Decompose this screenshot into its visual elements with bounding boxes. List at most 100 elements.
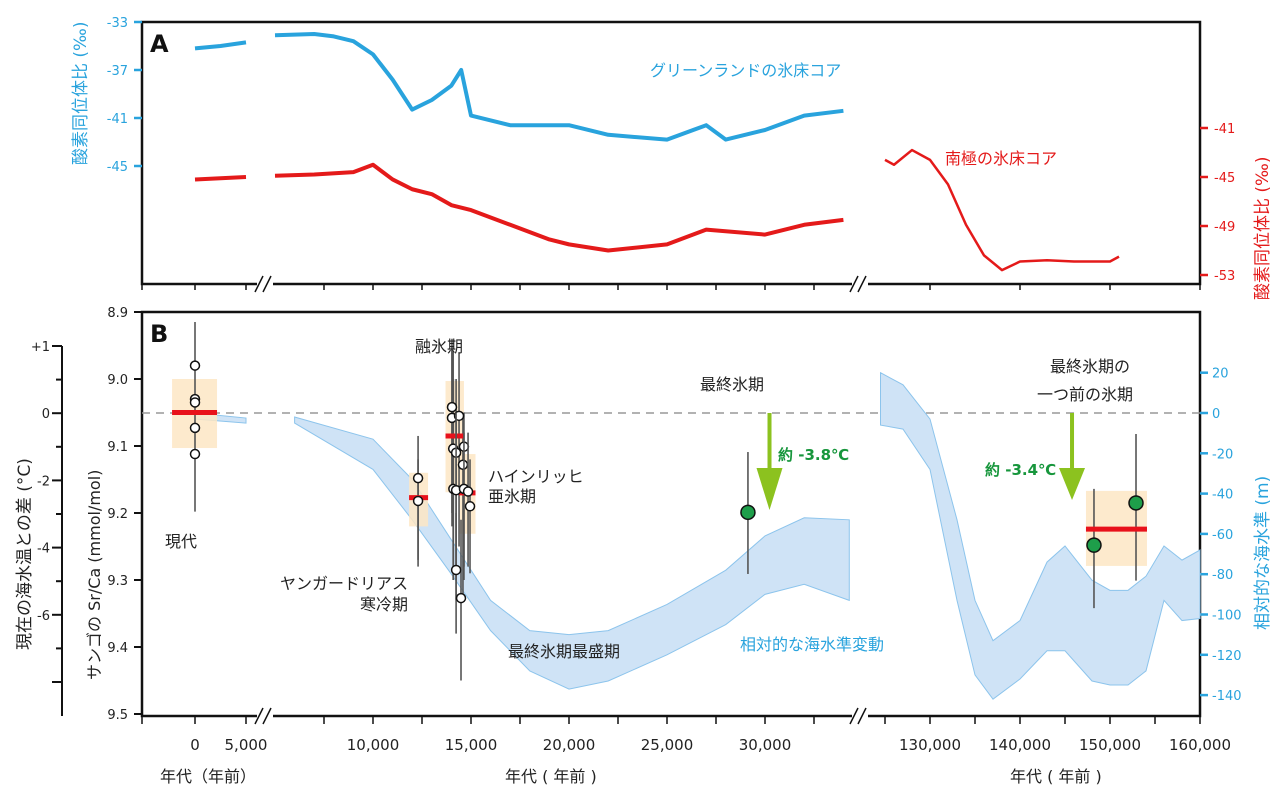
lgm-label: 最終氷期最盛期 (508, 642, 620, 661)
panel-a-axis-break-gap (852, 281, 868, 287)
antarctic-ice-core-line (274, 162, 844, 253)
coral-point (189, 448, 201, 460)
srca-tick-label: 8.9 (107, 306, 128, 321)
glacial-coral-point (1086, 537, 1102, 553)
greenland-ice-core-line (274, 32, 844, 142)
x-tick-label: 150,000 (1079, 736, 1141, 754)
coral-point (457, 459, 469, 471)
sea-level-band (294, 416, 850, 690)
sea-axis-label: 相対的な海水準 (m) (1253, 476, 1273, 630)
temp-tick-label: -4 (37, 542, 50, 557)
modern-label: 現代 (165, 532, 197, 551)
temp-tick-label: -2 (37, 474, 50, 489)
a-left-tick-label: -37 (107, 64, 128, 79)
a-left-tick-label: -41 (107, 112, 128, 127)
panel-b-axis-break-mark (849, 707, 859, 725)
coral-point (189, 397, 201, 408)
antarctic-ice-core-line (194, 175, 247, 182)
x-tick-label: 0 (190, 736, 200, 754)
a-right-tick-label: -49 (1214, 220, 1235, 235)
x-tick-label: 10,000 (347, 736, 400, 754)
coral-point (189, 360, 201, 371)
coral-point (412, 495, 424, 507)
temp-tick-label: -6 (37, 609, 50, 624)
temp-tick-label: 0 (42, 407, 50, 422)
cooling-arrowhead (756, 468, 783, 510)
a-right-axis-label: 酸素同位体比 (‰) (1253, 157, 1273, 300)
x-axis-label-middle: 年代 ( 年前 ) (505, 767, 597, 786)
sea-tick-label: -40 (1212, 488, 1233, 503)
coral-point (450, 564, 462, 576)
cooling-label: 約 -3.8℃ (778, 446, 849, 464)
x-tick-label: 160,000 (1169, 736, 1231, 754)
coral-point (446, 401, 458, 413)
srca-axis-label: サンゴの Sr/Ca (mmol/mol) (85, 470, 104, 680)
a-left-tick-label: -45 (107, 160, 128, 175)
penultimate-glacial-label-2: 一つ前の氷期 (1037, 385, 1133, 404)
x-tick-label: 130,000 (899, 736, 961, 754)
sea-tick-label: -80 (1212, 568, 1233, 583)
heinrich-label-1: ハインリッヒ (488, 467, 584, 486)
srca-tick-label: 9.0 (107, 373, 128, 388)
srca-tick-label: 9.3 (107, 574, 128, 589)
panel-b-axis-break-gap (852, 713, 868, 719)
panel-a-frame (140, 20, 1202, 286)
sea-tick-label: 0 (1212, 407, 1220, 422)
sea-tick-label: 20 (1212, 367, 1229, 382)
x-tick-label: 20,000 (543, 736, 596, 754)
x-axis-label-left: 年代（年前） (160, 767, 256, 786)
annotations: A B グリーンランドの氷床コア 南極の氷床コア 融氷期 最終氷期 最終氷期の … (15, 22, 1273, 786)
sea-tick-label: -140 (1212, 689, 1242, 704)
srca-tick-label: 9.2 (107, 507, 128, 522)
panel-b: 8.9 9.0 9.1 9.2 9.3 9.4 9.5 +1 0 -2 -4 -6 20 0 -20 -40 -… (31, 306, 1242, 754)
sea-tick-label: -60 (1212, 528, 1233, 543)
cooling-arrowhead (1059, 468, 1086, 500)
coral-point (412, 472, 424, 484)
a-right-tick-label: -45 (1214, 171, 1235, 186)
panel-b-axis-break-mark (262, 707, 272, 725)
coral-point (464, 501, 476, 512)
x-tick-label: 30,000 (739, 736, 792, 754)
a-right-tick-label: -41 (1214, 122, 1235, 137)
panel-a: -33 -37 -41 -45 -41 -45 -49 -53 (107, 16, 1235, 293)
sea-level-band (880, 371, 1201, 700)
a-left-tick-label: -33 (107, 16, 128, 31)
a-right-tick-label: -53 (1214, 269, 1235, 284)
sea-tick-label: -20 (1212, 447, 1233, 462)
panel-a-axis-break-mark (254, 275, 264, 293)
younger-dryas-label-1: ヤンガードリアス (280, 574, 408, 593)
panel-b-axis-break-mark (254, 707, 264, 725)
antarctic-ice-core-line (884, 148, 1120, 272)
x-axis-label-right: 年代 ( 年前 ) (1010, 767, 1102, 786)
coral-point (189, 422, 201, 434)
glacial-coral-point (740, 504, 756, 521)
greenland-ice-core-line (194, 40, 247, 51)
panel-a-axis-break-mark (857, 275, 867, 293)
x-tick-label: 25,000 (641, 736, 694, 754)
panel-a-label: A (150, 30, 169, 58)
cooling-label: 約 -3.4℃ (985, 461, 1056, 479)
temp-axis-label: 現在の海水温との差 (°C) (15, 458, 35, 650)
heinrich-label-2: 亜氷期 (488, 487, 536, 506)
a-left-axis-label: 酸素同位体比 (‰) (71, 22, 91, 165)
coral-point (455, 592, 467, 604)
glacial-coral-point (1128, 495, 1144, 511)
srca-tick-label: 9.1 (107, 440, 128, 455)
deglaciation-label: 融氷期 (415, 337, 463, 356)
x-tick-label: 5,000 (225, 736, 268, 754)
coral-point (462, 486, 474, 497)
srca-tick-label: 9.5 (107, 708, 128, 723)
panel-a-axis-break-mark (262, 275, 272, 293)
panel-a-axis-break-mark (849, 275, 859, 293)
panel-a-axis-break-gap (257, 281, 273, 287)
sea-tick-label: -100 (1212, 609, 1242, 624)
sea-level-label: 相対的な海水準変動 (740, 635, 884, 654)
x-tick-label: 140,000 (989, 736, 1051, 754)
panel-b-label: B (150, 320, 168, 348)
x-tick-label: 15,000 (445, 736, 498, 754)
panel-b-axis-break-gap (257, 713, 273, 719)
temp-tick-label: +1 (31, 340, 50, 355)
sea-tick-label: -120 (1212, 649, 1242, 664)
younger-dryas-label-2: 寒冷期 (360, 595, 408, 614)
